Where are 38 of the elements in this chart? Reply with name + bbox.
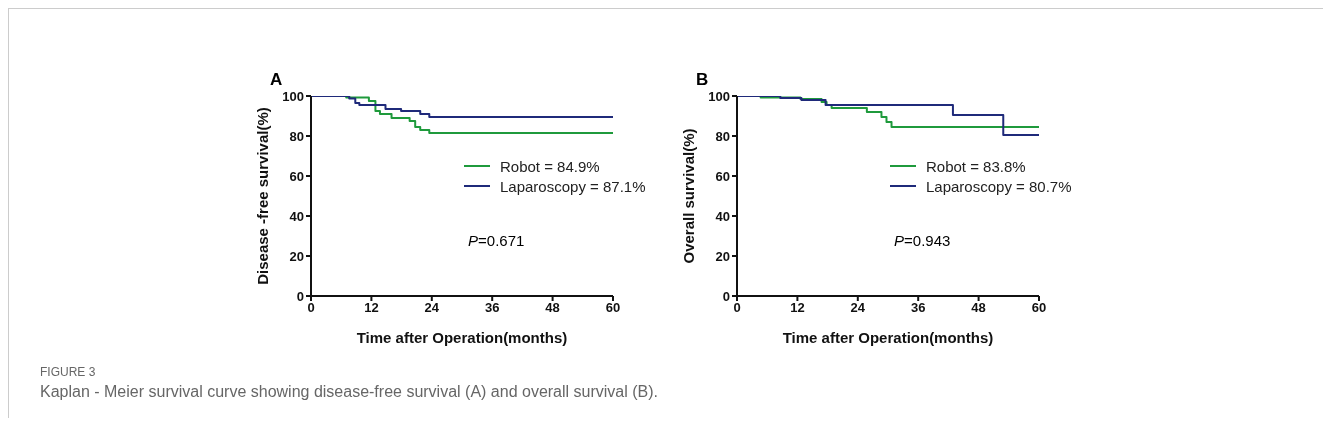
y-tick-label: 0 [722,288,730,304]
x-tick-label: 48 [545,300,560,316]
y-tick-label: 100 [282,88,304,104]
chart-title: B [696,70,709,90]
x-tick-label: 12 [790,300,805,316]
y-tick-label: 80 [289,128,304,144]
chart-title: A [270,70,283,90]
legend-label: Robot = 83.8% [926,157,1026,175]
y-tick-label: 0 [296,288,304,304]
x-tick-label: 0 [307,300,315,316]
y-axis-title: Overall survival(%) [680,128,698,264]
legend-label: Robot = 84.9% [500,157,600,175]
y-tick-label: 20 [289,248,304,264]
y-axis-title: Disease -free survival(%) [254,107,272,285]
x-tick-label: 0 [733,300,741,316]
x-tick-label: 24 [424,300,440,316]
y-tick-label: 40 [289,208,304,224]
annotation: P=0.943 [894,232,951,249]
annotation: P=0.671 [468,232,525,249]
y-tick-label: 60 [289,168,304,184]
x-tick-label: 36 [484,300,500,316]
x-axis-title: Time after Operation(months) [356,329,568,346]
x-tick-label: 36 [910,300,926,316]
legend-label: Laparoscopy = 80.7% [926,177,1072,195]
y-tick-label: 40 [715,208,730,224]
x-tick-label: 12 [364,300,379,316]
y-tick-label: 20 [715,248,730,264]
x-tick-label: 48 [971,300,986,316]
x-axis-title: Time after Operation(months) [782,329,994,346]
x-tick-label: 24 [850,300,866,316]
caption: FIGURE 3 [40,365,97,379]
text: Kaplan - Meier survival curve showing disease-free survival (A) and overall survival (B). [40,383,659,401]
x-tick-label: 60 [605,300,621,316]
y-tick-label: 100 [708,88,730,104]
y-tick-label: 60 [715,168,730,184]
legend-label: Laparoscopy = 87.1% [500,177,646,195]
y-tick-label: 80 [715,128,730,144]
x-tick-label: 60 [1031,300,1047,316]
